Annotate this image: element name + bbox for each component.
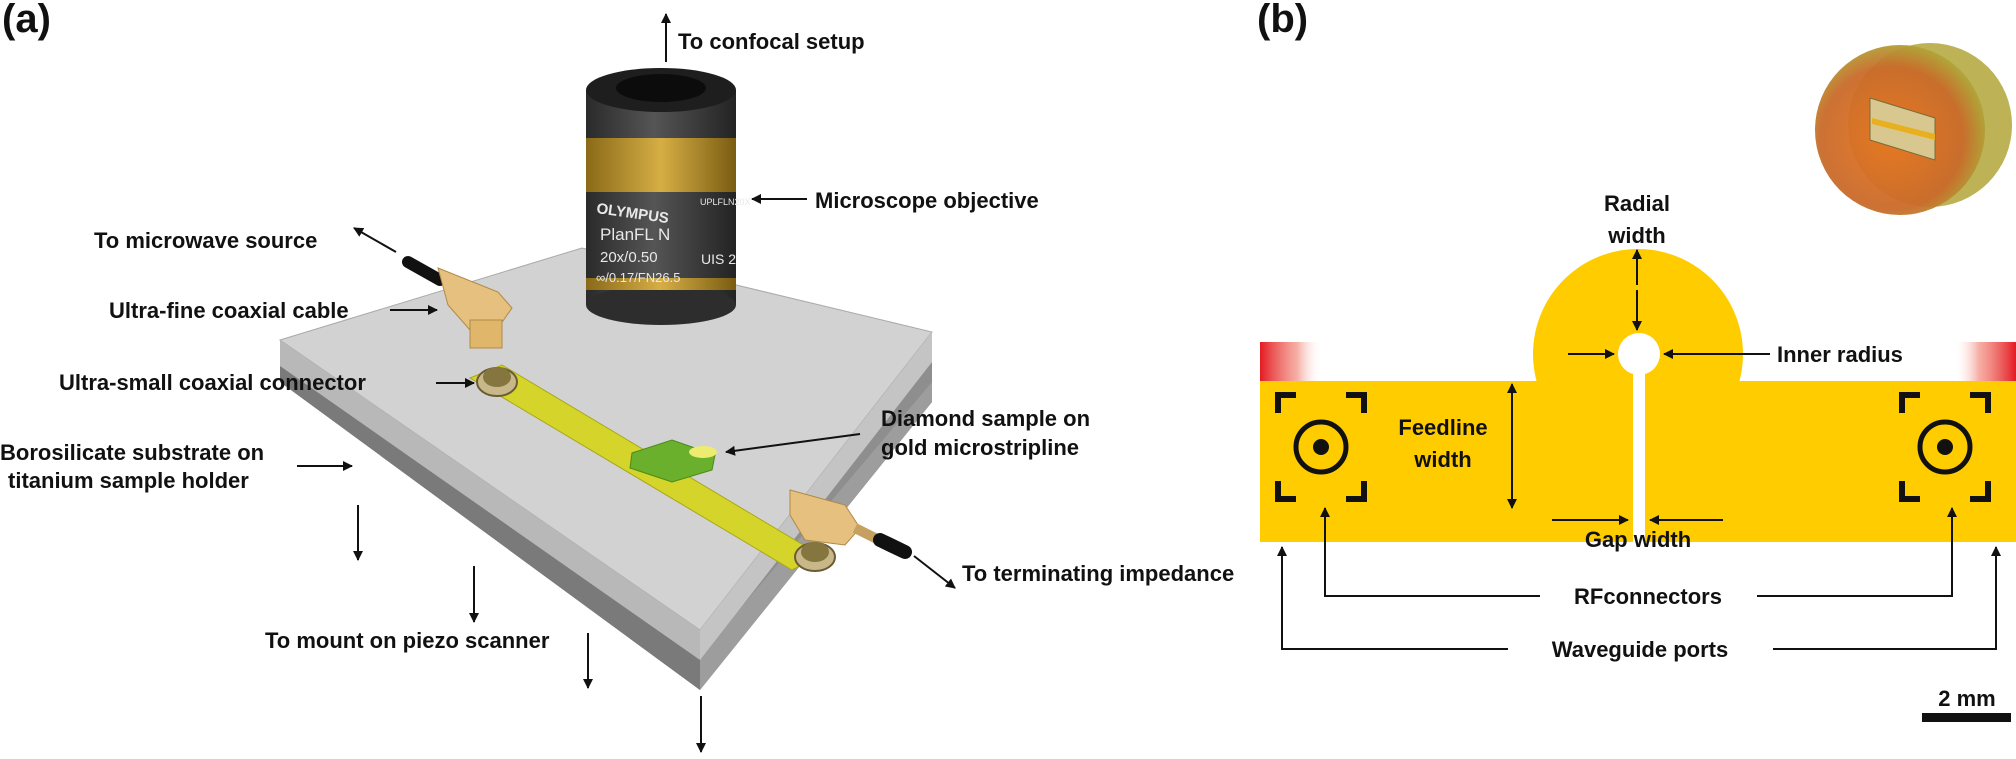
label-radial-1: Radial — [1604, 191, 1670, 216]
label-gap: Gap width — [1585, 527, 1691, 552]
coax-cable-right — [789, 489, 912, 559]
label-feedline-2: width — [1413, 447, 1471, 472]
panel-a-arrows — [297, 13, 956, 753]
label-microwave-source: To microwave source — [94, 228, 317, 253]
label-confocal: To confocal setup — [678, 29, 865, 54]
label-substrate-1: Borosilicate substrate on — [0, 440, 264, 465]
label-substrate-2: titanium sample holder — [8, 468, 249, 493]
label-waveguide: Waveguide ports — [1552, 637, 1728, 662]
coax-connector-right — [794, 542, 836, 572]
rf-connector-left-icon — [1275, 392, 1367, 502]
label-mount: To mount on piezo scanner — [265, 628, 550, 653]
panel-a-labels: To confocal setup Microscope objective T… — [0, 29, 1234, 653]
coax-connector-left — [476, 367, 518, 397]
microstrip-resonator — [1260, 249, 2016, 544]
label-terminating: To terminating impedance — [962, 561, 1234, 586]
label-rf-connectors: RFconnectors — [1574, 584, 1722, 609]
label-diamond-2: gold microstripline — [881, 435, 1079, 460]
panel-b-arrows — [1277, 249, 2001, 650]
label-inner-radius: Inner radius — [1777, 342, 1903, 367]
panel-b-letter: (b) — [1257, 0, 1308, 41]
microscope-objective: OLYMPUS PlanFL N 20x/0.50 ∞/0.17/FN26.5 … — [586, 68, 751, 325]
radiation-pattern-inset — [1815, 43, 2012, 215]
label-coax-cable: Ultra-fine coaxial cable — [109, 298, 349, 323]
objective-spec: 20x/0.50 — [600, 249, 658, 266]
objective-model: PlanFL N — [600, 225, 670, 244]
scale-bar-line — [1922, 713, 2011, 722]
panel-a-letter: (a) — [2, 0, 51, 41]
label-coax-connector: Ultra-small coaxial connector — [59, 370, 366, 395]
scale-bar-label: 2 mm — [1938, 686, 1995, 711]
label-feedline-1: Feedline — [1398, 415, 1487, 440]
objective-side: UPLFLN20X — [700, 197, 751, 207]
objective-fn: ∞/0.17/FN26.5 — [596, 270, 680, 285]
diamond-sample — [629, 439, 717, 483]
label-objective: Microscope objective — [815, 188, 1039, 213]
label-diamond-1: Diamond sample on — [881, 406, 1090, 431]
label-radial-2: width — [1607, 223, 1665, 248]
coax-cable-left — [402, 256, 513, 349]
rf-connector-right-icon — [1899, 392, 1991, 502]
scale-bar: 2 mm — [1922, 686, 2011, 722]
objective-uis: UIS 2 — [701, 251, 736, 267]
panel-b-labels: Radial width Inner radius Feedline width… — [1398, 191, 1903, 662]
